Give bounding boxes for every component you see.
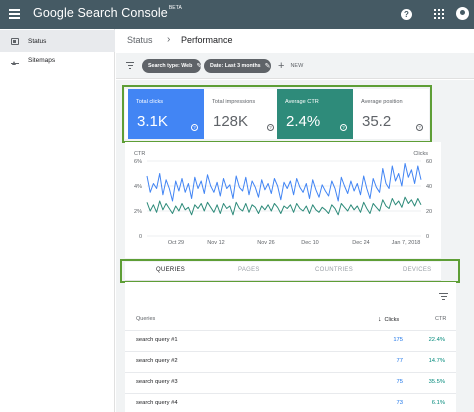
column-header-clicks[interactable]: ↓ Clicks (378, 316, 399, 323)
sitemap-icon (11, 57, 19, 65)
right-tick-label: 60 (426, 159, 432, 165)
chip-label: Search type: Web (148, 63, 193, 69)
edit-icon: ✎ (264, 63, 271, 70)
series-line-clicks (146, 163, 422, 202)
tab-queries[interactable]: QUERIES (156, 267, 186, 273)
help-icon[interactable]: ? (416, 124, 423, 131)
right-axis-label: Clicks (413, 151, 428, 157)
sidebar-item-label: Status (28, 37, 47, 45)
filter-icon[interactable] (126, 62, 134, 69)
clicks-cell: 75 (396, 379, 403, 385)
ctr-cell: 6.1% (431, 400, 445, 406)
plus-icon: + (278, 60, 285, 72)
table-filter-icon[interactable] (439, 293, 448, 301)
left-tick-label: 6% (134, 159, 142, 165)
right-tick-label: 40 (426, 184, 432, 190)
help-icon[interactable]: ? (401, 9, 412, 20)
metric-cards: Total clicks 3.1K ? Total impressions 12… (125, 89, 429, 139)
search-type-chip[interactable]: Search type: Web ✎ (142, 59, 203, 73)
metric-average-ctr[interactable]: Average CTR 2.4% ? (277, 89, 353, 139)
clicks-cell: 73 (396, 400, 403, 406)
metric-average-position[interactable]: Average position 35.2 ? (353, 89, 429, 139)
table-row[interactable]: search query #1 175 22.4% (125, 330, 456, 351)
metric-label: Average CTR (285, 99, 319, 105)
left-tick-label: 4% (134, 184, 142, 190)
column-header-clicks-label: Clicks (384, 317, 400, 323)
ctr-cell: 22.4% (428, 337, 445, 343)
metric-value: 2.4% (286, 113, 321, 130)
metric-value: 35.2 (362, 113, 392, 130)
ctr-cell: 14.7% (428, 358, 445, 364)
sidebar-item-status[interactable]: Status (0, 30, 115, 52)
metric-value: 128K (213, 113, 249, 130)
performance-chart: CTR Clicks 6% 60 4% 40 2% 20 0 0 Oct 29 Nov 12 Nov 2… (125, 142, 441, 258)
x-tick-label: Dec 24 (352, 240, 369, 246)
metric-total-clicks[interactable]: Total clicks 3.1K ? (128, 89, 204, 139)
column-header-ctr[interactable]: CTR (435, 316, 447, 322)
left-tick-label: 0 (139, 234, 142, 240)
metric-label: Average position (361, 99, 403, 105)
edit-icon: ✎ (196, 63, 203, 70)
filter-bar: Search type: Web ✎ Date: Last 3 months ✎… (116, 53, 474, 79)
account-icon[interactable] (456, 7, 469, 20)
status-icon (11, 37, 19, 45)
column-header-queries: Queries (136, 316, 156, 322)
app-bar: Google Search ConsoleBETA ? (0, 0, 474, 29)
queries-table: Queries ↓ Clicks CTR search query #1 175 … (125, 282, 456, 412)
app-title[interactable]: Google Search ConsoleBETA (33, 5, 182, 20)
clicks-cell: 77 (396, 358, 403, 364)
x-tick-label: Nov 26 (257, 240, 274, 246)
metric-value: 3.1K (137, 113, 168, 130)
left-tick-label: 2% (134, 209, 142, 215)
query-cell: search query #1 (136, 337, 178, 343)
sort-descending-icon: ↓ (378, 316, 382, 323)
table-row[interactable]: search query #4 73 6.1% (125, 393, 456, 412)
x-tick-label: Dec 10 (301, 240, 318, 246)
metric-label: Total impressions (212, 99, 256, 105)
series-line-ctr (146, 196, 422, 216)
metric-total-impressions[interactable]: Total impressions 128K ? (204, 89, 280, 139)
new-filter-label: NEW (290, 63, 304, 69)
right-tick-label: 20 (426, 209, 432, 215)
x-tick-label: Nov 12 (207, 240, 224, 246)
page-header: Status › Performance (116, 29, 474, 53)
help-icon[interactable]: ? (191, 124, 198, 131)
x-tick-label: Oct 29 (168, 240, 184, 246)
left-axis-label: CTR (134, 151, 145, 157)
query-cell: search query #2 (136, 358, 178, 364)
table-row[interactable]: search query #3 75 35.5% (125, 372, 456, 393)
breadcrumb-status[interactable]: Status (127, 35, 153, 45)
dimension-tabs: QUERIES PAGES COUNTRIES DEVICES (125, 262, 441, 281)
table-row[interactable]: search query #2 77 14.7% (125, 351, 456, 372)
ctr-cell: 35.5% (428, 379, 445, 385)
sidebar-item-label: Sitemaps (28, 56, 56, 64)
app-title-text: Google Search Console (33, 6, 168, 20)
sidebar-item-sitemaps[interactable]: Sitemaps (0, 49, 115, 71)
tab-countries[interactable]: COUNTRIES (315, 267, 354, 273)
chip-label: Date: Last 3 months (210, 63, 261, 69)
right-tick-label: 0 (426, 234, 429, 240)
help-icon[interactable]: ? (340, 124, 347, 131)
tab-devices[interactable]: DEVICES (403, 267, 432, 273)
date-range-chip[interactable]: Date: Last 3 months ✎ (204, 59, 271, 73)
query-cell: search query #3 (136, 379, 178, 385)
page-title: Performance (181, 35, 233, 45)
metric-label: Total clicks (136, 99, 164, 105)
beta-badge: BETA (168, 5, 182, 11)
breadcrumb-separator-icon: › (167, 34, 171, 45)
help-icon[interactable]: ? (267, 124, 274, 131)
x-tick-label: Jan 7, 2018 (392, 240, 421, 246)
apps-grid-icon[interactable] (434, 9, 444, 19)
sidebar: Status Sitemaps (0, 29, 115, 412)
tab-pages[interactable]: PAGES (238, 267, 260, 273)
clicks-cell: 175 (393, 337, 403, 343)
menu-icon[interactable] (9, 9, 20, 19)
query-cell: search query #4 (136, 400, 178, 406)
chart-canvas: CTR Clicks 6% 60 4% 40 2% 20 0 0 Oct 29 Nov 12 Nov 2… (134, 151, 432, 246)
new-filter-button[interactable]: + NEW (278, 59, 303, 73)
